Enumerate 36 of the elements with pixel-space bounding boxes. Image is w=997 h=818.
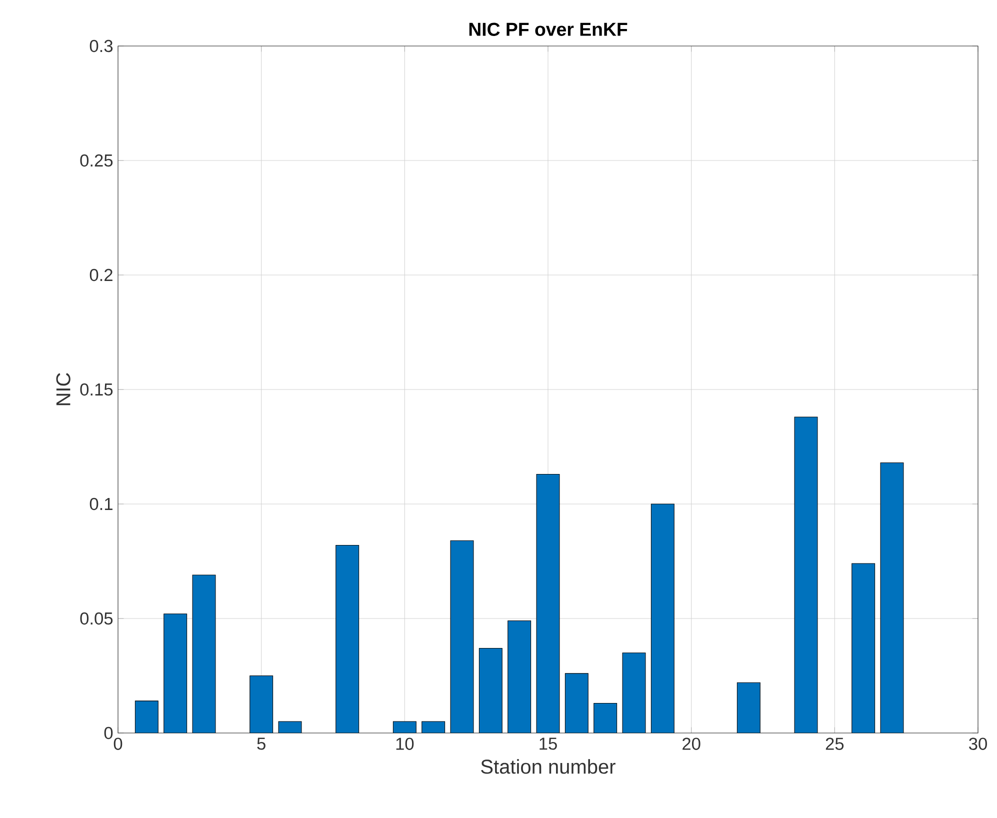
bar (852, 563, 876, 733)
bar (594, 703, 617, 733)
bar (880, 462, 904, 733)
y-tick-label: 0.2 (90, 268, 112, 282)
y-axis-title: NIC (56, 373, 70, 406)
bar (135, 700, 158, 733)
y-tick-label: 0.25 (80, 154, 113, 167)
bar (794, 416, 818, 733)
bar (192, 574, 216, 733)
x-tick-label: 25 (826, 738, 844, 750)
bar (736, 682, 760, 733)
x-tick-label: 5 (257, 738, 266, 750)
x-tick-label: 10 (396, 738, 414, 750)
bar (422, 722, 445, 733)
bar (250, 676, 273, 733)
bar (164, 614, 187, 733)
bar (450, 540, 474, 733)
bar (536, 474, 560, 733)
y-tick-label: 0.1 (90, 498, 112, 510)
bar (393, 722, 416, 733)
y-tick-label: 0.3 (90, 40, 113, 52)
x-tick-label: 0 (114, 738, 122, 750)
bar (479, 648, 502, 733)
y-tick-label: 0.15 (80, 383, 113, 396)
y-tick-label: 0 (104, 726, 113, 740)
bar (565, 673, 588, 733)
x-tick-label: 20 (682, 738, 700, 750)
bar (622, 652, 646, 733)
bar (508, 620, 531, 733)
x-axis-title: Station number (481, 759, 616, 774)
chart-title: NIC PF over EnKF (469, 22, 628, 36)
x-tick-label: 30 (969, 738, 987, 750)
x-tick-label: 15 (540, 738, 557, 750)
y-tick-label: 0.05 (80, 612, 113, 625)
bar (336, 545, 359, 733)
bar (651, 504, 674, 733)
